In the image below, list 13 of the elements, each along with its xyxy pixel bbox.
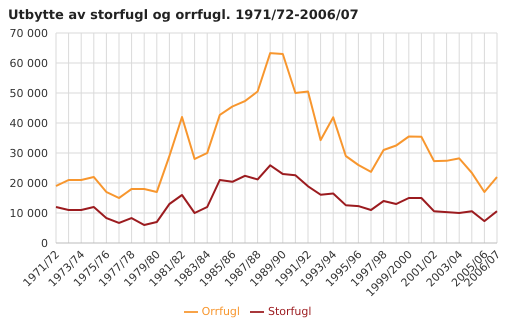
y-tick-label: 0 [41, 236, 48, 250]
line-series [55, 164, 498, 226]
y-tick-label: 60 000 [10, 56, 48, 70]
y-tick-label: 10 000 [10, 206, 48, 220]
legend-label: Orrfugl [202, 305, 240, 318]
y-tick-label: 70 000 [10, 26, 48, 40]
line-series [55, 52, 498, 199]
y-tick-label: 30 000 [10, 146, 48, 160]
y-tick-label: 40 000 [10, 116, 48, 130]
legend-label: Storfugl [268, 305, 312, 318]
y-tick-label: 50 000 [10, 86, 48, 100]
chart-title: Utbytte av storfugl og orrfugl. 1971/72-2006/07 [8, 8, 360, 23]
y-tick-label: 20 000 [10, 176, 48, 190]
